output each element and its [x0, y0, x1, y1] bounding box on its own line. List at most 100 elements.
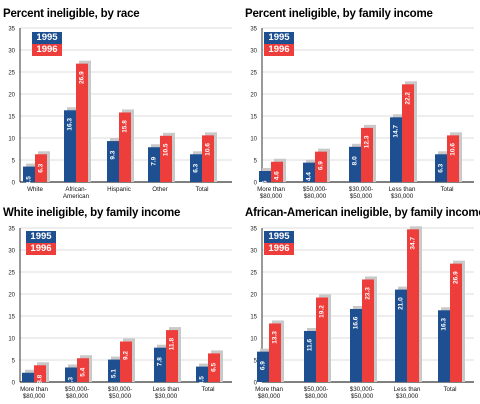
data-label: 7.8 [157, 357, 164, 366]
data-label: 19.2 [319, 305, 326, 318]
bar-1996 [166, 330, 178, 382]
y-tick-label: 30 [8, 49, 15, 55]
legend-1996: 1996 [264, 243, 294, 255]
bar-1996 [316, 297, 328, 382]
bar-1996 [77, 358, 89, 382]
y-tick-label: 35 [8, 227, 15, 233]
data-label: 2.1 [25, 382, 32, 391]
bar-1996 [35, 154, 47, 182]
data-label: 34.7 [410, 237, 417, 250]
y-tick-label: 5 [12, 359, 16, 365]
x-tick-label: More than $80,000 [257, 186, 285, 200]
y-tick-label: 15 [250, 315, 257, 321]
chart-title: African-American ineligible, by family i… [245, 207, 480, 219]
y-tick-label: 30 [250, 249, 257, 255]
bar-1996 [208, 353, 220, 382]
y-tick-label: 10 [250, 337, 257, 343]
x-tick-label: Less than $30,000 [394, 386, 421, 400]
bar-1995 [148, 147, 160, 182]
bar-1996 [407, 229, 419, 382]
bar-1996 [450, 263, 462, 382]
data-label: 7.9 [151, 156, 158, 165]
data-label: 13.3 [272, 331, 279, 344]
x-tick-label: Less than $30,000 [153, 386, 180, 400]
data-label: 6.9 [260, 361, 267, 370]
y-tick-label: 10 [8, 137, 15, 143]
bar-1996 [447, 135, 459, 182]
bar-1996 [361, 127, 373, 182]
data-label: 10.6 [450, 143, 457, 156]
bar-1995 [257, 351, 269, 382]
bar-1995 [438, 310, 450, 382]
x-tick-label: White [27, 186, 43, 193]
bar-1995 [395, 289, 407, 382]
bar-chart-african-american-income: 0 5 10 15 20 25 30 35 6.9 13.3 More than $80,000 11.… [250, 226, 474, 400]
bar-1995 [64, 110, 76, 182]
bar-1996 [34, 365, 46, 382]
data-label: 16.3 [441, 318, 448, 331]
data-label: 14.7 [393, 125, 400, 138]
bar-1996 [271, 161, 283, 182]
chart-panel-family-income: Percent ineligible, by family income 0 5 1… [242, 8, 480, 204]
bar-1996 [269, 323, 281, 382]
x-tick-label: $30,000-$50,000 [349, 186, 373, 200]
bar-1995 [108, 359, 120, 382]
y-tick-label: 20 [250, 93, 257, 99]
data-label: 3.3 [68, 377, 75, 386]
bar-chart-family-income: 0 5 10 15 20 25 30 35 2.5 4.6 More than $80,000 4.4 6… [250, 27, 474, 200]
y-tick-label: 0 [254, 181, 258, 187]
data-label: 12.3 [364, 135, 371, 148]
y-tick-label: 15 [8, 115, 15, 121]
data-label: 11.8 [169, 338, 176, 351]
y-tick-label: 30 [8, 249, 15, 255]
bar-1995 [350, 308, 362, 382]
y-tick-label: 10 [8, 337, 15, 343]
y-tick-label: 35 [8, 27, 15, 33]
x-tick-label: $30,000-$50,000 [108, 386, 132, 400]
y-tick-label: 0 [12, 181, 16, 187]
bar-1995 [303, 162, 315, 182]
chart-title: Percent ineligible, by family income [245, 8, 433, 20]
data-label: 9.2 [123, 351, 130, 360]
y-tick-label: 5 [254, 359, 258, 365]
legend: 1995 1996 [26, 231, 56, 255]
data-label: 16.3 [67, 118, 74, 131]
y-tick-label: 5 [254, 159, 258, 165]
data-label: 9.3 [110, 150, 117, 159]
legend-1996: 1996 [264, 44, 294, 56]
data-label: 5.1 [111, 369, 118, 378]
bar-1996 [76, 63, 88, 182]
bar-1995 [435, 154, 447, 182]
x-tick-label: Other [152, 186, 167, 193]
x-tick-label: Less than $30,000 [389, 186, 416, 200]
bar-1995 [304, 330, 316, 382]
x-tick-label: Total [195, 186, 208, 193]
bar-1996 [120, 341, 132, 382]
chart-title: Percent ineligible, by race [3, 8, 140, 20]
y-tick-label: 35 [250, 227, 257, 233]
x-tick-label: $50,000-$80,000 [303, 186, 327, 200]
x-tick-label: Total [443, 386, 456, 393]
y-tick-label: 20 [8, 293, 15, 299]
data-label: 26.9 [79, 71, 86, 84]
legend-1995: 1995 [32, 32, 62, 44]
bar-1995 [259, 171, 271, 182]
data-label: 4.6 [274, 171, 281, 180]
legend-1996: 1996 [26, 243, 56, 255]
bar-1996 [160, 135, 172, 182]
bar-chart-white-income: 0 5 10 15 20 25 30 35 2.1 3.8 More than $80,000 3.3 5… [8, 227, 232, 400]
bar-1995 [23, 166, 35, 182]
bar-1995 [65, 367, 77, 382]
data-label: 3.5 [199, 376, 206, 385]
bar-1996 [362, 279, 374, 382]
data-label: 6.3 [38, 163, 45, 172]
x-tick-label: More than $80,000 [255, 386, 283, 400]
y-tick-label: 10 [250, 137, 257, 143]
y-tick-label: 0 [254, 381, 258, 387]
data-label: 16.6 [353, 316, 360, 329]
bar-1995 [154, 347, 166, 382]
data-label: 6.3 [193, 163, 200, 172]
bar-1996 [402, 84, 414, 182]
data-label: 8.0 [352, 156, 359, 165]
y-tick-label: 25 [8, 271, 15, 277]
